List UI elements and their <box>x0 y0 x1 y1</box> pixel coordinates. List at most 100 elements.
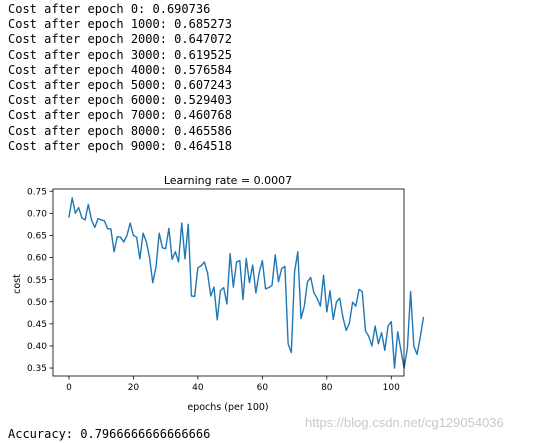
data-point <box>113 251 115 253</box>
data-point <box>126 235 128 236</box>
data-point <box>162 247 163 249</box>
plot-frame <box>52 188 405 377</box>
data-point <box>316 297 318 299</box>
y-tick-label: 0.55 <box>27 276 47 286</box>
x-tick-label: 60 <box>257 383 269 393</box>
data-point <box>145 241 147 243</box>
data-point <box>178 261 179 263</box>
data-point <box>133 235 134 236</box>
data-point <box>236 261 237 263</box>
data-point <box>297 251 299 253</box>
data-point <box>345 330 347 331</box>
data-point <box>232 286 234 288</box>
data-point <box>381 332 382 334</box>
data-point <box>336 301 337 303</box>
data-point <box>287 343 289 345</box>
y-tick-label: 0.70 <box>27 210 47 220</box>
data-point <box>290 352 292 353</box>
data-point <box>329 290 331 292</box>
data-point <box>239 260 241 262</box>
data-point <box>149 257 150 258</box>
data-point <box>387 325 389 327</box>
data-point <box>200 265 202 267</box>
data-point <box>168 227 170 229</box>
data-point <box>390 321 392 323</box>
data-point <box>268 287 270 288</box>
data-point <box>171 258 173 260</box>
data-point <box>165 248 167 250</box>
console-output: Cost after epoch 0: 0.690736 Cost after e… <box>8 2 232 154</box>
data-point <box>216 319 218 321</box>
data-point <box>313 292 315 294</box>
data-point <box>255 292 257 294</box>
cost-points <box>68 197 424 369</box>
data-point <box>191 295 192 297</box>
data-point <box>300 318 302 319</box>
data-point <box>278 281 279 283</box>
data-point <box>249 282 250 284</box>
data-point <box>81 217 83 219</box>
data-point <box>348 322 350 324</box>
x-tick-label: 100 <box>383 383 400 393</box>
data-point <box>413 345 415 347</box>
data-point <box>129 222 131 224</box>
y-tick-label: 0.75 <box>27 187 47 197</box>
data-point <box>294 271 295 273</box>
data-point <box>339 297 341 299</box>
data-point <box>303 306 305 307</box>
data-point <box>123 241 125 243</box>
y-tick-label: 0.45 <box>27 320 47 330</box>
data-point <box>419 336 421 338</box>
data-point <box>116 236 118 238</box>
y-tick-label: 0.65 <box>27 232 47 242</box>
data-point <box>265 288 266 290</box>
y-tick-label: 0.50 <box>27 298 47 308</box>
data-point <box>242 299 244 300</box>
data-point <box>75 212 76 214</box>
data-point <box>374 325 376 327</box>
data-point <box>71 197 73 199</box>
data-point <box>400 349 402 351</box>
data-point <box>423 316 424 318</box>
log-line: Cost after epoch 9000: 0.464518 <box>8 138 232 153</box>
data-point <box>207 272 208 274</box>
data-point <box>152 282 154 284</box>
accuracy-output: Accuracy: 0.7966666666666666 <box>8 427 211 441</box>
data-point <box>226 303 228 305</box>
data-point <box>361 291 363 292</box>
log-line: Cost after epoch 6000: 0.529403 <box>8 93 232 108</box>
x-tick-label: 80 <box>321 383 333 393</box>
data-point <box>229 253 231 254</box>
data-point <box>281 268 283 269</box>
data-point <box>87 204 89 205</box>
data-point <box>307 281 308 283</box>
log-line: Cost after epoch 7000: 0.460768 <box>8 108 232 123</box>
data-point <box>181 222 183 224</box>
data-point <box>91 219 92 221</box>
data-point <box>110 228 112 230</box>
data-point <box>377 343 379 345</box>
data-point <box>84 219 86 221</box>
log-line: Cost after epoch 0: 0.690736 <box>8 2 211 16</box>
data-point <box>187 223 189 225</box>
data-point <box>245 258 247 259</box>
data-point <box>365 330 366 332</box>
data-point <box>332 319 334 320</box>
x-tick-label: 20 <box>128 383 140 393</box>
x-tick-label: 40 <box>192 383 204 393</box>
data-point <box>155 266 157 268</box>
data-point <box>78 207 80 208</box>
log-line: Cost after epoch 8000: 0.465586 <box>8 123 232 138</box>
data-point <box>368 335 370 337</box>
data-point <box>100 219 102 221</box>
data-point <box>410 291 412 292</box>
x-axis-label: epochs (per 100) <box>187 402 268 413</box>
data-point <box>310 277 312 278</box>
data-point <box>371 345 373 347</box>
data-point <box>358 288 360 290</box>
data-point <box>136 236 138 238</box>
data-point <box>220 290 221 292</box>
data-point <box>104 220 105 222</box>
log-line: Cost after epoch 1000: 0.685273 <box>8 17 232 32</box>
axis-ticks: 0 20 40 60 80 100 0.35 0.40 0.45 0.50 0.55 0.60 0.65… <box>27 187 400 393</box>
